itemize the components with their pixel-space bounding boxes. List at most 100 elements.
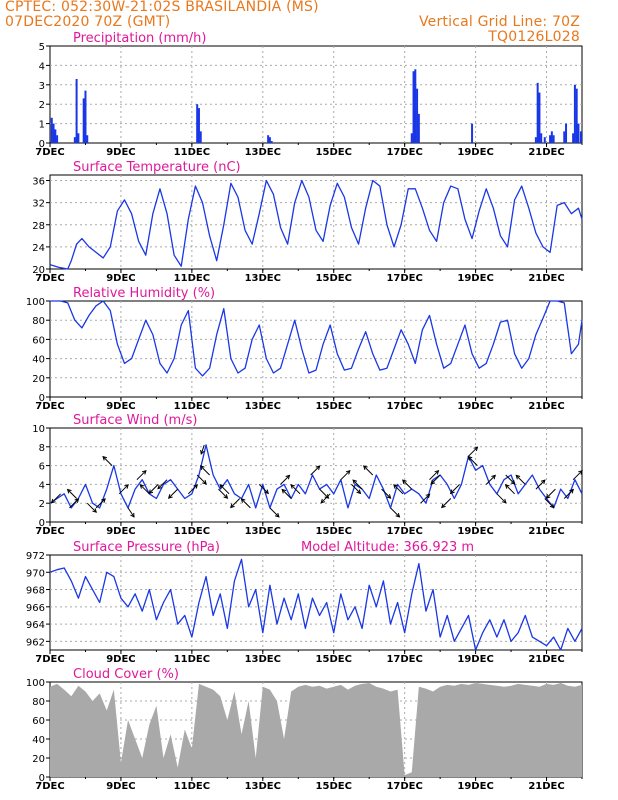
y-tick-label: 968: [26, 586, 45, 597]
precip-bar: [410, 133, 413, 143]
x-tick-label: 13DEC: [245, 273, 281, 284]
wind-arrow: [450, 484, 460, 494]
temp-line: [49, 179, 583, 270]
wind-arrowhead: [50, 498, 56, 504]
wind-arrowhead: [92, 508, 97, 513]
y-tick-label: 4: [39, 61, 45, 72]
run-date: 07DEC2020 70Z (GMT): [5, 14, 171, 30]
precip-bar: [268, 137, 271, 143]
wind-arrowhead: [501, 498, 507, 504]
wind-arrow: [546, 488, 556, 499]
wind-arrow: [139, 484, 150, 495]
precip-bar: [540, 133, 543, 143]
wind-arrowhead: [425, 493, 431, 499]
x-tick-label: 9DEC: [106, 526, 135, 537]
wind-arrowhead: [130, 512, 135, 518]
panel-title: Relative Humidity (%): [73, 286, 215, 301]
wind-arrow: [351, 484, 361, 494]
precip-bar: [412, 71, 415, 143]
wind-arrow: [420, 493, 430, 504]
y-tick-label: 10: [32, 424, 45, 435]
precip-bar: [417, 113, 420, 143]
wind-arrowhead: [281, 488, 287, 494]
wind-arrowhead: [285, 474, 291, 480]
precip-bar: [572, 133, 575, 143]
wind-arrow: [535, 479, 546, 490]
wind-arrowhead: [467, 455, 473, 461]
wind-arrow: [281, 489, 292, 499]
y-tick-label: 4: [39, 480, 45, 491]
wind-arrowhead: [395, 512, 401, 518]
wind-arrowhead: [549, 503, 555, 509]
x-tick-label: 11DEC: [174, 526, 210, 537]
x-tick-label: 11DEC: [174, 781, 210, 792]
x-tick-label: 17DEC: [386, 147, 422, 158]
wind-arrow: [290, 484, 301, 495]
wind-arrow: [393, 484, 404, 495]
wind-arrowhead: [434, 469, 440, 475]
wind-arrow: [69, 498, 79, 509]
x-tick-label: 17DEC: [386, 781, 422, 792]
y-tick-label: 8: [39, 443, 45, 454]
wind-arrow: [310, 465, 321, 476]
wind-arrow: [86, 502, 97, 513]
precip-bar: [270, 141, 273, 143]
wind-arrowhead: [290, 484, 296, 489]
wind-arrow: [241, 498, 251, 509]
panel-wind: 0 2 4 6 8 10 7DEC 9DEC 11DEC 13DEC 15DEC 17DEC 19DEC…: [32, 413, 583, 537]
wind-arrowhead: [200, 449, 205, 455]
wind-arrowhead: [473, 446, 479, 452]
wind-arrow: [363, 465, 374, 476]
wind-arrowhead: [148, 489, 154, 495]
wind-arrow: [157, 479, 168, 490]
wind-arrowhead: [74, 498, 80, 503]
y-tick-label: 40: [32, 735, 45, 746]
x-tick-label: 21DEC: [528, 273, 564, 284]
wind-arrowhead: [202, 480, 207, 485]
wind-arrow: [118, 484, 129, 495]
wind-arrowhead: [230, 503, 235, 509]
y-tick-label: 964: [26, 620, 45, 631]
wind-arrow: [218, 488, 228, 499]
x-tick-label: 19DEC: [457, 401, 493, 412]
precip-bar: [563, 131, 566, 143]
panel-title: Precipitation (mm/h): [73, 31, 206, 46]
precip-bar: [471, 123, 474, 143]
x-tick-label: 7DEC: [35, 526, 64, 537]
pressure-line: [49, 558, 583, 651]
x-tick-label: 7DEC: [35, 401, 64, 412]
x-tick-label: 15DEC: [316, 654, 352, 665]
wind-line: [49, 444, 583, 509]
y-tick-label: 5: [39, 42, 45, 53]
wind-arrow: [67, 489, 77, 499]
wind-arrow: [505, 474, 516, 485]
x-tick-label: 7DEC: [35, 781, 64, 792]
panel-rh: 0 20 40 60 80 100 7DEC 9DEC 11DEC 13DEC 15DEC 17DEC…: [26, 286, 583, 412]
precip-bar: [573, 84, 576, 143]
wind-arrow: [168, 488, 179, 499]
wind-arrow: [200, 444, 205, 455]
precip-bar: [536, 82, 539, 143]
wind-arrowhead: [102, 455, 108, 461]
y-tick-label: 1: [39, 120, 45, 131]
x-tick-label: 19DEC: [457, 781, 493, 792]
panel-title: Surface Wind (m/s): [73, 413, 197, 428]
precip-bar: [416, 88, 419, 143]
panel-pressure: 962 964 966 968 970 972 7DEC 9DEC 11DEC 13DEC 15DE…: [26, 540, 583, 665]
wind-arrowhead: [449, 489, 455, 495]
wind-arrow: [515, 475, 526, 485]
wind-arrowhead: [386, 494, 392, 499]
wind-arrowhead: [430, 480, 436, 485]
precip-bar: [73, 137, 76, 143]
wind-arrowhead: [441, 503, 446, 509]
precip-bar: [543, 137, 546, 143]
y-tick-label: 3: [39, 81, 45, 92]
wind-arrowhead: [264, 489, 269, 495]
wind-arrowhead: [356, 489, 362, 495]
wind-arrowhead: [402, 479, 407, 485]
wind-arrowhead: [510, 480, 516, 485]
y-tick-label: 2: [39, 100, 45, 111]
x-tick-label: 11DEC: [174, 273, 210, 284]
x-tick-label: 7DEC: [35, 147, 64, 158]
